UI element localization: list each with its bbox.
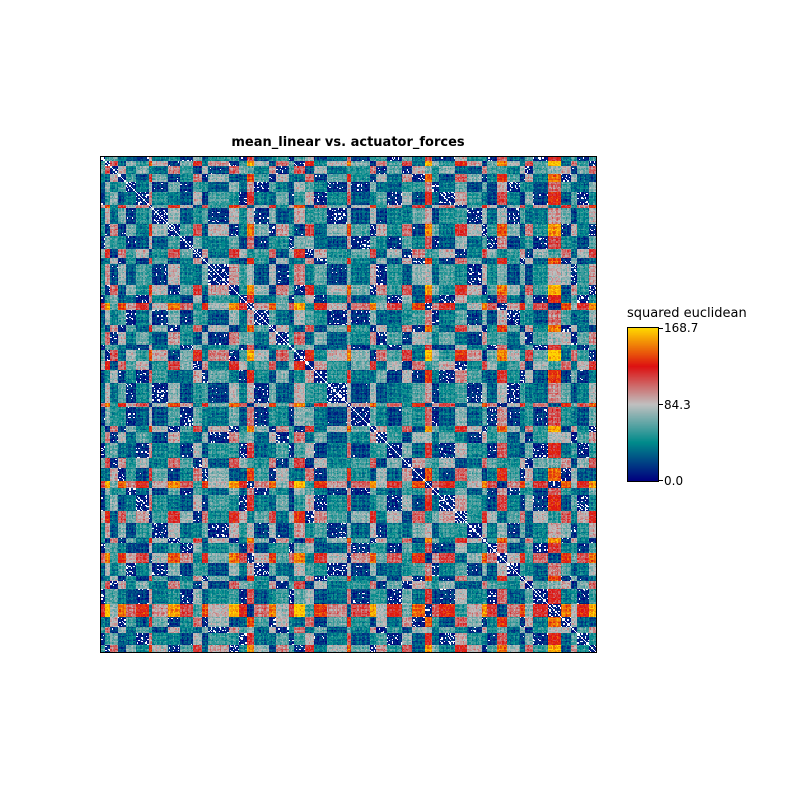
colorbar: [627, 327, 659, 482]
colorbar-label: squared euclidean: [627, 306, 747, 321]
colorbar-tick-max: [659, 328, 663, 329]
colorbar-ticklabel-max: 168.7: [664, 321, 699, 335]
colorbar-ticklabel-mid: 84.3: [664, 398, 691, 412]
colorbar-tick-mid: [659, 404, 663, 405]
colorbar-tick-min: [659, 480, 663, 481]
colorbar-ticklabel-min: 0.0: [664, 474, 684, 488]
chart-title: mean_linear vs. actuator_forces: [231, 135, 465, 150]
distance-heatmap: [100, 156, 597, 653]
